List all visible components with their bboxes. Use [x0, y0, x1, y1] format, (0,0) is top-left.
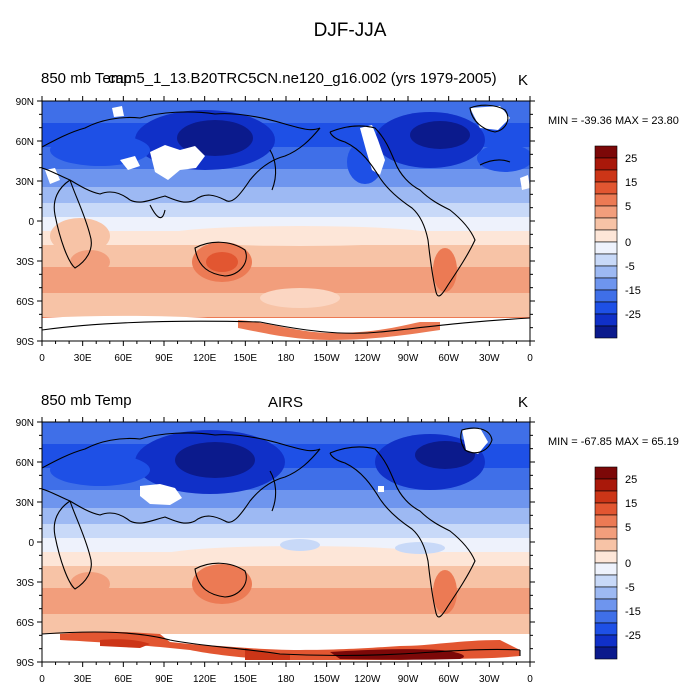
lon-label: 90E [155, 674, 173, 685]
colorbar-swatch [594, 622, 618, 636]
lat-label: 60N [16, 137, 34, 148]
lon-label: 0 [39, 674, 45, 685]
colorbar-label: 15 [625, 177, 637, 189]
lon-label: 90W [398, 674, 419, 685]
colorbar-swatch [594, 478, 618, 492]
colorbar-swatch [594, 193, 618, 207]
lon-label: 120W [354, 353, 381, 364]
colorbar-swatch [594, 490, 618, 504]
lon-label: 30W [479, 674, 500, 685]
lat-label: 90S [16, 337, 34, 348]
panel2-center-label: AIRS [268, 394, 304, 411]
lat-label: 30N [16, 498, 34, 509]
lon-label: 30W [479, 353, 500, 364]
colorbar-label: -25 [625, 630, 641, 642]
lat-label: 30S [16, 257, 34, 268]
lat-label: 0 [28, 538, 34, 549]
colorbar-swatch [594, 526, 618, 540]
lat-label: 60S [16, 297, 34, 308]
colorbar-swatch [594, 217, 618, 231]
colorbar-label: -15 [625, 285, 641, 297]
colorbar-label: -15 [625, 606, 641, 618]
lon-label: 0 [527, 674, 533, 685]
lat-label: 90N [16, 97, 34, 108]
lon-label: 90E [155, 353, 173, 364]
panel1-left-label: 850 mb Temp [41, 70, 132, 87]
colorbar-swatch [594, 241, 618, 255]
lon-label: 90W [398, 353, 419, 364]
colorbar-swatch [594, 157, 618, 171]
lon-label: 150E [234, 353, 258, 364]
lon-label: 180 [278, 353, 295, 364]
colorbar-label: -5 [625, 261, 635, 273]
panel1-units: K [518, 72, 529, 89]
colorbar-swatch [594, 313, 618, 327]
colorbar-swatch [594, 181, 618, 195]
lon-label: 0 [527, 353, 533, 364]
lat-label: 60S [16, 618, 34, 629]
lon-label: 30E [74, 353, 92, 364]
panel2-left-label: 850 mb Temp [41, 392, 132, 409]
colorbar-label: 0 [625, 237, 631, 249]
lon-label: 60W [438, 353, 459, 364]
panel1-map [42, 101, 530, 341]
lon-label: 60E [114, 353, 132, 364]
colorbar-swatch [594, 502, 618, 516]
colorbar-swatch [594, 550, 618, 564]
lon-label: 180 [278, 674, 295, 685]
colorbar-swatch [594, 205, 618, 219]
panel1-minmax: MIN = -39.36 MAX = 23.80 [548, 115, 679, 127]
colorbar-swatch [594, 562, 618, 576]
colorbar-swatch [594, 574, 618, 588]
colorbar-swatch [594, 646, 618, 660]
lon-label: 30E [74, 674, 92, 685]
lat-label: 90S [16, 658, 34, 669]
colorbar-label: 0 [625, 558, 631, 570]
colorbar-swatch [594, 466, 618, 480]
colorbar-label: -5 [625, 582, 635, 594]
lon-label: 120W [354, 674, 381, 685]
colorbar-swatch [594, 301, 618, 315]
colorbar-label: 25 [625, 153, 637, 165]
lon-label: 120E [193, 353, 217, 364]
lat-label: 30S [16, 578, 34, 589]
colorbar-swatch [594, 325, 618, 339]
panel2-minmax: MIN = -67.85 MAX = 65.19 [548, 436, 679, 448]
colorbar-swatch [594, 253, 618, 267]
lon-label: 150W [314, 353, 341, 364]
lat-label: 60N [16, 458, 34, 469]
colorbar-swatch [594, 265, 618, 279]
colorbar-label: 15 [625, 498, 637, 510]
colorbar-swatch [594, 538, 618, 552]
colorbar-label: 5 [625, 522, 631, 534]
colorbar-label: 25 [625, 474, 637, 486]
lon-label: 120E [193, 674, 217, 685]
lon-label: 60W [438, 674, 459, 685]
lon-label: 150E [234, 674, 258, 685]
lat-label: 90N [16, 418, 34, 429]
panel2-units: K [518, 394, 529, 411]
lat-label: 30N [16, 177, 34, 188]
lat-label: 0 [28, 217, 34, 228]
colorbar-swatch [594, 145, 618, 159]
colorbar-swatch [594, 598, 618, 612]
colorbar-swatch [594, 169, 618, 183]
colorbar-swatch [594, 586, 618, 600]
colorbar-swatch [594, 289, 618, 303]
lon-label: 150W [314, 674, 341, 685]
colorbar-swatch [594, 610, 618, 624]
colorbar-swatch [594, 277, 618, 291]
colorbar-label: -25 [625, 309, 641, 321]
lon-label: 0 [39, 353, 45, 364]
lon-label: 60E [114, 674, 132, 685]
figure-title: DJF-JJA [313, 20, 387, 41]
panel1-center-label: cam5_1_13.B20TRC5CN.ne120_g16.002 (yrs 1… [108, 70, 497, 87]
colorbar-swatch [594, 514, 618, 528]
colorbar-label: 5 [625, 201, 631, 213]
panel2-map [42, 422, 530, 662]
colorbar-swatch [594, 229, 618, 243]
colorbar-swatch [594, 634, 618, 648]
